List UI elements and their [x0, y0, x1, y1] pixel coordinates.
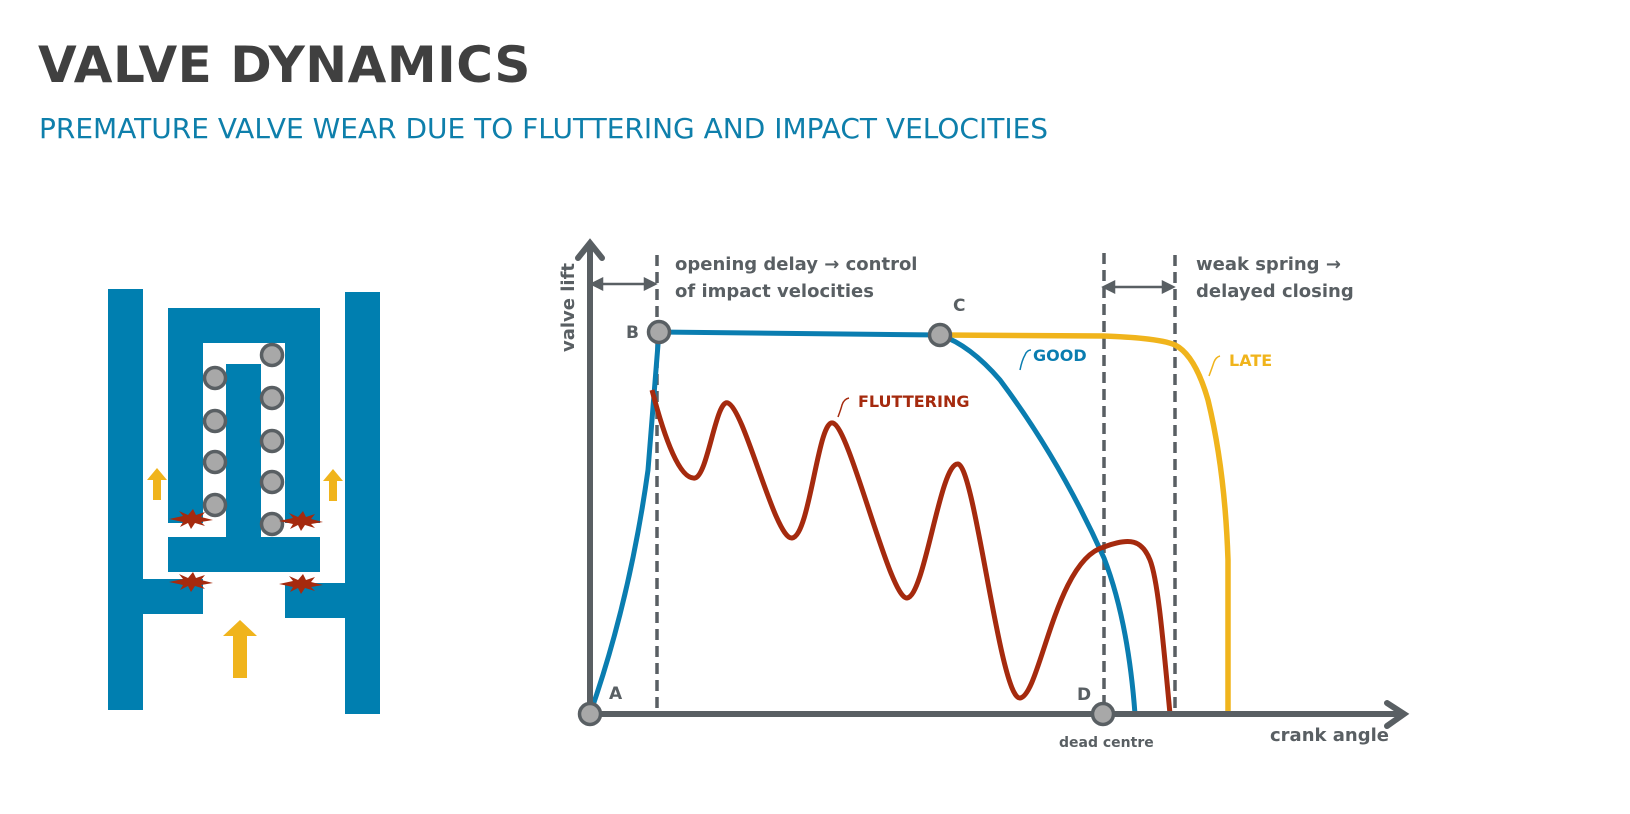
late-curve-label: LATE: [1229, 351, 1272, 370]
point-b-label: B: [626, 323, 639, 343]
opening-delay-arrow-icon: [589, 276, 658, 292]
point-b: [646, 319, 672, 345]
spring-icon: [259, 428, 285, 454]
dead-centre-label: dead centre: [1059, 735, 1154, 751]
closing-annotation-line1: weak spring →: [1196, 254, 1341, 275]
point-d: [1090, 701, 1116, 727]
flow-arrow-icons: [147, 468, 343, 678]
page-subtitle: PREMATURE VALVE WEAR DUE TO FLUTTERING A…: [39, 112, 1049, 145]
spring-icons: [202, 342, 285, 537]
spring-icon: [259, 385, 285, 411]
arrow-up-icon: [323, 469, 343, 501]
point-c-label: C: [953, 296, 965, 316]
impact-burst-icon: [169, 572, 213, 592]
fluttering-curve: [649, 389, 1173, 715]
x-axis-label: crank angle: [1270, 725, 1389, 746]
late-label-leader-icon: [1208, 355, 1221, 377]
y-axis-label: valve lift: [558, 263, 579, 352]
good-curve-label: GOOD: [1033, 346, 1087, 365]
point-d-label: D: [1077, 685, 1091, 705]
left-wall: [108, 289, 143, 710]
arrow-up-icon: [147, 468, 167, 500]
guard-left-leg: [168, 308, 203, 523]
spring-icon: [202, 408, 228, 434]
spring-icon: [259, 469, 285, 495]
impact-burst-icon: [279, 511, 323, 531]
point-c: [927, 322, 953, 348]
spring-icon: [202, 492, 228, 518]
closing-annotation-line2: delayed closing: [1196, 281, 1354, 302]
spring-icon: [259, 342, 285, 368]
closing-delay-arrow-icon: [1101, 279, 1176, 295]
page-title: VALVE DYNAMICS: [38, 36, 531, 94]
point-a: [577, 701, 603, 727]
right-wall: [345, 292, 380, 714]
opening-annotation-line1: opening delay → control: [675, 254, 917, 275]
y-axis-arrowhead-icon: [575, 238, 605, 261]
guard-right-leg: [285, 308, 320, 523]
valve-diagram: [108, 289, 380, 714]
impact-burst-icon: [279, 574, 323, 594]
impact-icons: [169, 509, 323, 594]
valve-stem: [226, 364, 261, 539]
opening-annotation-line2: of impact velocities: [675, 281, 874, 302]
x-axis-arrowhead-icon: [1384, 700, 1410, 729]
fluttering-label-leader-icon: [837, 397, 850, 418]
point-a-label: A: [609, 684, 623, 704]
spring-icon: [202, 365, 228, 391]
valve-lift-chart: valve lift crank angle opening delay → c…: [558, 238, 1410, 751]
valve-plate: [168, 537, 320, 572]
spring-icon: [202, 449, 228, 475]
good-label-leader-icon: [1019, 349, 1032, 371]
fluttering-curve-label: FLUTTERING: [858, 392, 969, 411]
spring-icon: [259, 511, 285, 537]
good-curve: [587, 329, 1138, 715]
impact-burst-icon: [169, 509, 213, 529]
late-curve: [937, 332, 1231, 717]
axes: [575, 238, 1410, 729]
arrow-up-icon: [223, 620, 257, 678]
